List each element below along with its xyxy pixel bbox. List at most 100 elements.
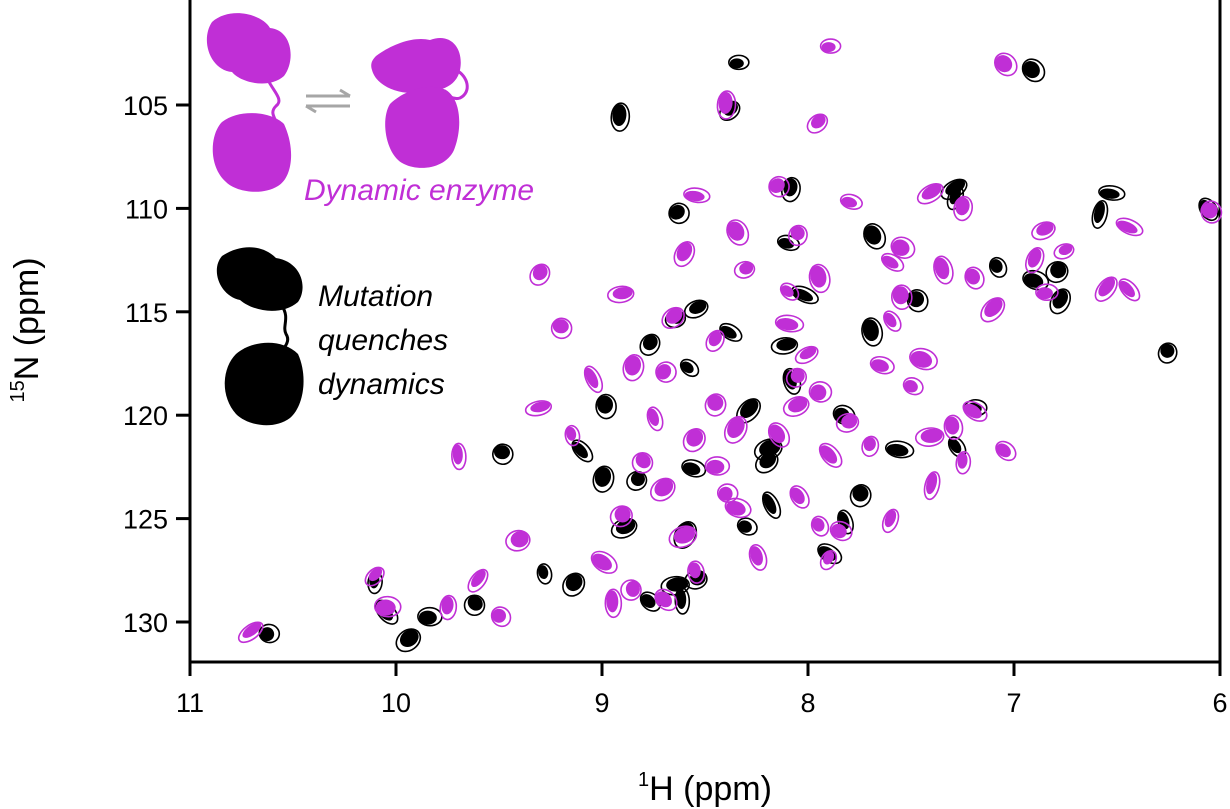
peak-mutant [492,443,514,466]
peak-dynamic [819,549,838,571]
peak-dynamic [953,195,974,222]
peak-dynamic [818,442,843,468]
peak-dynamic [808,263,831,294]
peak-dynamic [650,477,676,502]
peak-mutant [639,333,661,356]
peak-dynamic [808,381,833,403]
peak-dynamic [705,329,725,353]
peak-dynamic [1031,221,1056,241]
open-conformation-icon [206,13,292,192]
y-axis-title-sup: 15 [7,380,29,402]
peak-dynamic [914,427,945,447]
peak-dynamic [964,266,985,290]
peak-dynamic [704,456,731,476]
peak-mutant [1098,184,1126,201]
peak-dynamic [995,440,1017,462]
peak-dynamic [810,515,830,537]
peak-dynamic [654,588,678,612]
peak-dynamic [955,451,972,475]
x-tick-label: 9 [594,688,609,718]
peak-dynamic [364,566,385,587]
peak-mutant [681,459,707,478]
exchange-arrow-icon [305,88,351,114]
peak-dynamic [779,282,800,301]
peak-dynamic [550,317,573,340]
peak-dynamic [1115,217,1144,237]
peak-dynamic [724,497,752,519]
plot-frame [188,0,1222,664]
peak-dynamic [622,354,645,382]
y-tick-label: 130 [123,608,168,638]
peak-mutant [679,358,700,378]
peak-dynamic [1053,243,1075,260]
peak-dynamic [687,560,705,584]
peak-mutant [770,336,799,355]
x-tick-label: 11 [176,688,204,718]
peak-dynamic [788,224,808,247]
peak-mutant [1045,260,1069,284]
peak-dynamic [861,435,880,458]
peak-dynamic [869,355,895,375]
peak-dynamic [789,485,810,509]
peak-dynamic [683,187,711,204]
peak-dynamic [668,525,698,549]
mutant-enzyme-icon [216,247,304,426]
peak-dynamic [994,52,1018,77]
dynamic-enzyme-icon [206,13,469,192]
peak-mutant [417,606,443,627]
peak-dynamic [782,396,810,417]
peak-dynamic [524,400,553,417]
peak-mutant [849,484,872,508]
peak-dynamic [620,579,642,601]
peak-dynamic [604,588,623,619]
peak-mutant [719,322,743,342]
peak-dynamic [923,471,941,501]
y-tick-label: 115 [125,298,168,328]
peak-dynamic [490,606,512,628]
peak-dynamic [933,255,954,285]
peak-mutant [595,393,617,420]
peak-dynamic [609,505,633,528]
peak-dynamic [835,412,860,433]
peak-dynamic [467,568,489,593]
peak-dynamic [839,193,863,210]
peak-dynamic [661,306,685,329]
x-tick-label: 10 [381,688,411,718]
peak-mutant [463,594,486,617]
peak-dynamic [1094,276,1118,302]
peak-dynamic [564,424,581,447]
peak-dynamic [590,550,618,574]
peak-mutant [1091,199,1109,229]
peak-dynamic [1035,283,1059,302]
peak-mutant [258,623,281,644]
peak-dynamic [916,182,944,205]
peak-dynamic [902,376,924,396]
peak-mutant [906,288,929,313]
peak-dynamic [794,345,819,365]
x-axis-title: 1H (ppm) [638,769,772,808]
peak-mutant [728,54,750,71]
y-axis-title: 15N (ppm) [7,257,46,402]
peak-mutant [626,470,648,491]
peak-dynamic [943,414,964,441]
peak-mutant [571,439,594,463]
legend-label-mutant-line1: Mutation [318,280,433,313]
peak-dynamic [439,594,458,621]
peak-dynamic [806,113,829,134]
x-tick-label: 6 [1212,688,1227,718]
peak-dynamic [1024,247,1045,274]
legend-label-mutant-line2: quenches [318,324,448,357]
x-tick-label: 8 [800,688,815,718]
y-tick-label: 120 [123,401,168,431]
y-axis: 105 110 115 120 125 130 [123,91,190,638]
peak-dynamic [529,263,551,286]
legend-label-dynamic: Dynamic enzyme [304,174,534,207]
peak-mutant [861,317,884,347]
peak-mutant [863,223,887,250]
peak-dynamic [1118,278,1141,302]
peak-mutant [1157,342,1178,364]
legend: Dynamic enzyme Mutation quenches dynamic… [206,13,534,426]
peak-dynamic [583,365,604,394]
peak-dynamic [716,90,737,120]
peak-dynamic [785,367,808,388]
